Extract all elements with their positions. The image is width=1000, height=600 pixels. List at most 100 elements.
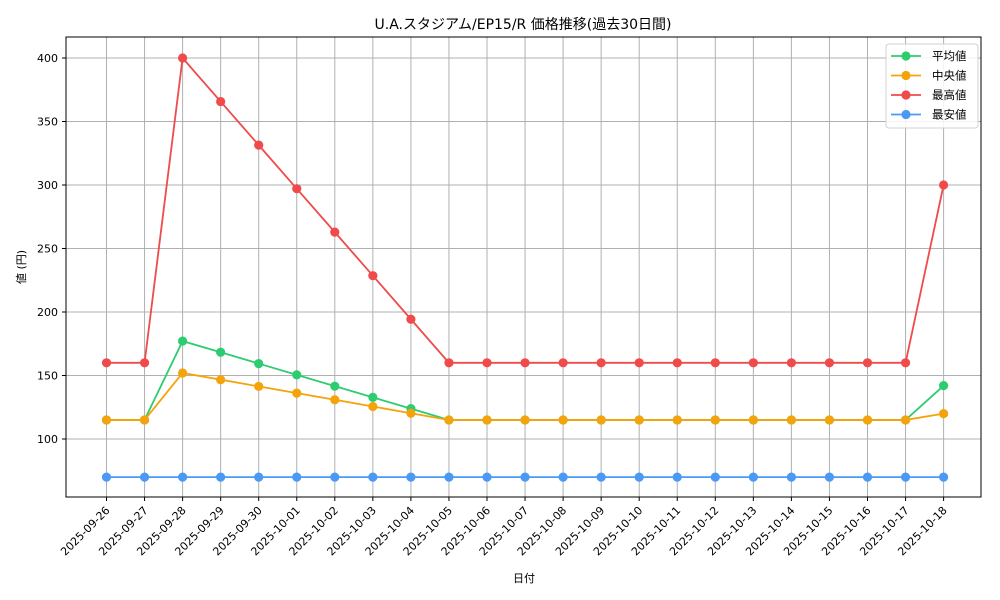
- data-point: [254, 358, 264, 369]
- data-point: [939, 180, 949, 190]
- data-point: [939, 409, 949, 419]
- data-point: [139, 472, 150, 482]
- data-point: [672, 415, 682, 425]
- data-point: [862, 358, 873, 368]
- data-point: [520, 415, 530, 425]
- data-point: [292, 370, 302, 380]
- data-point: [862, 472, 873, 482]
- data-point: [368, 401, 378, 412]
- data-point: [368, 472, 378, 482]
- data-point: [710, 472, 720, 482]
- data-point: [482, 358, 492, 368]
- data-point: [368, 271, 378, 281]
- data-point: [216, 96, 226, 107]
- data-point: [634, 472, 644, 482]
- y-axis-label: 値 (円): [15, 250, 28, 284]
- data-point: [330, 381, 340, 391]
- data-point: [672, 472, 682, 482]
- data-point: [406, 314, 416, 324]
- series-1: [101, 368, 949, 425]
- series-3: [101, 472, 949, 482]
- data-point: [101, 415, 112, 425]
- data-point: [672, 358, 682, 368]
- data-point: [710, 358, 720, 368]
- y-tick-label: 400: [37, 52, 58, 65]
- data-point: [520, 358, 530, 368]
- data-point: [748, 472, 758, 482]
- data-point: [939, 381, 949, 391]
- data-point: [178, 336, 188, 346]
- data-point: [444, 415, 454, 425]
- data-point: [444, 472, 454, 482]
- data-point: [101, 472, 112, 482]
- data-point: [900, 472, 911, 482]
- data-point: [444, 358, 454, 368]
- series-lines: [101, 53, 949, 482]
- data-point: [748, 358, 758, 368]
- y-tick-label: 100: [37, 433, 58, 446]
- data-point: [596, 415, 606, 425]
- plot-area-frame: [65, 36, 982, 498]
- legend-label: 平均値: [932, 49, 967, 63]
- data-point: [900, 358, 911, 368]
- data-point: [748, 415, 758, 425]
- data-point: [330, 227, 340, 237]
- legend-marker-icon: [901, 51, 911, 61]
- data-point: [900, 415, 911, 425]
- data-point: [330, 395, 340, 405]
- data-point: [710, 415, 720, 425]
- data-point: [634, 358, 644, 368]
- data-point: [139, 358, 150, 368]
- data-point: [178, 368, 188, 378]
- y-tick-label: 250: [37, 243, 58, 256]
- data-point: [178, 53, 188, 63]
- legend-marker-icon: [901, 109, 911, 120]
- data-point: [216, 375, 226, 385]
- chart-title: U.A.スタジアム/EP15/R 価格推移(過去30日間): [375, 17, 672, 33]
- data-point: [482, 415, 492, 425]
- data-point: [254, 140, 264, 150]
- grid: [66, 37, 981, 497]
- x-axis-ticks: 2025-09-262025-09-272025-09-282025-09-29…: [58, 497, 950, 558]
- data-point: [406, 408, 416, 418]
- data-point: [292, 388, 302, 398]
- data-point: [292, 184, 302, 194]
- data-point: [406, 472, 416, 482]
- data-point: [520, 472, 530, 482]
- y-tick-label: 300: [37, 179, 58, 192]
- series-2: [101, 53, 949, 368]
- data-point: [101, 358, 112, 368]
- legend-label: 最高値: [932, 88, 967, 102]
- legend-label: 中央値: [932, 69, 967, 83]
- data-point: [596, 472, 606, 482]
- data-point: [368, 392, 378, 402]
- data-point: [330, 472, 340, 482]
- data-point: [558, 415, 568, 425]
- data-point: [596, 358, 606, 368]
- data-point: [824, 415, 835, 425]
- data-point: [786, 415, 797, 425]
- data-point: [178, 472, 188, 482]
- y-axis-ticks: 100 150 200 250 300 350 400: [37, 52, 66, 446]
- legend-marker-icon: [901, 70, 911, 81]
- data-point: [558, 472, 568, 482]
- data-point: [634, 415, 644, 425]
- data-point: [482, 472, 492, 482]
- data-point: [558, 358, 568, 368]
- legend-label: 最安値: [932, 108, 967, 122]
- data-point: [786, 358, 797, 368]
- x-axis-label: 日付: [513, 572, 535, 585]
- data-point: [216, 472, 226, 482]
- y-tick-label: 150: [37, 370, 58, 383]
- y-tick-label: 350: [37, 116, 58, 129]
- data-point: [786, 472, 797, 482]
- data-point: [824, 358, 835, 368]
- data-point: [824, 472, 835, 482]
- legend-box: [885, 43, 979, 129]
- legend-marker-icon: [901, 90, 911, 100]
- data-point: [292, 472, 302, 482]
- data-point: [939, 472, 949, 482]
- data-point: [254, 381, 264, 392]
